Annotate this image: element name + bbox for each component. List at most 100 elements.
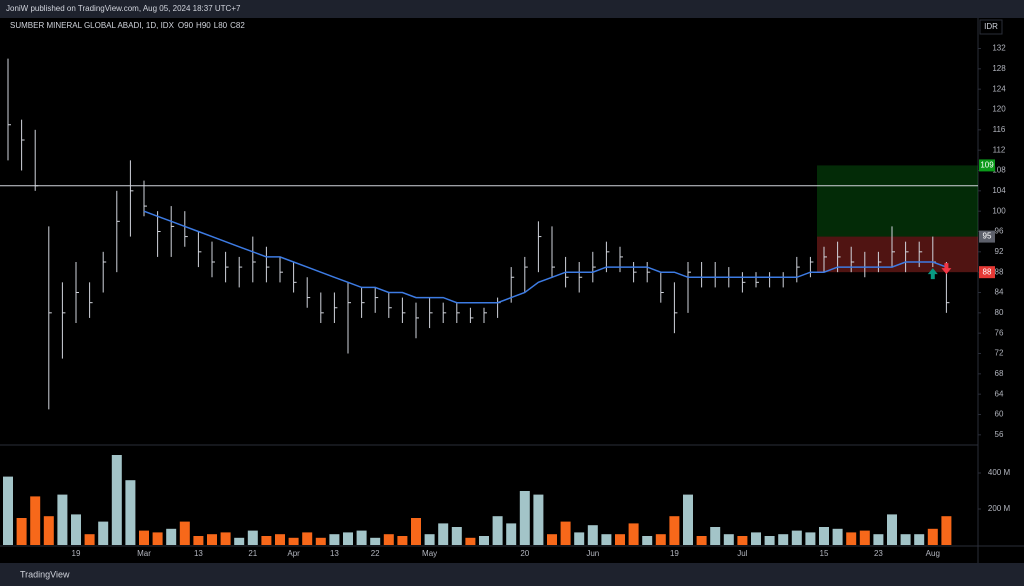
volume-bar bbox=[819, 527, 829, 545]
volume-bar bbox=[832, 528, 843, 545]
x-tick-label: 19 bbox=[72, 549, 81, 558]
volume-bar bbox=[424, 534, 435, 545]
volume-bar bbox=[152, 532, 163, 545]
y-tick-label: 120 bbox=[992, 105, 1006, 114]
price-tag bbox=[979, 159, 995, 172]
y-tick-label: 68 bbox=[995, 369, 1004, 378]
y-tick-label: 64 bbox=[995, 389, 1004, 398]
x-tick-label: 13 bbox=[330, 549, 339, 558]
sell-arrow bbox=[941, 263, 952, 275]
moving-average bbox=[143, 210, 947, 304]
y-tick-label: 76 bbox=[995, 328, 1004, 337]
volume-bar bbox=[356, 530, 367, 545]
volume-bar bbox=[846, 532, 857, 545]
x-tick-label: 20 bbox=[520, 549, 529, 558]
symbol: SUMBER MINERAL GLOBAL ABADI, 1D, IDX bbox=[10, 21, 175, 30]
volume-bar bbox=[805, 532, 816, 545]
volume-bar bbox=[315, 537, 326, 545]
volume-bar bbox=[139, 530, 149, 545]
y-tick-label: 132 bbox=[992, 44, 1006, 53]
y-tick-label: 108 bbox=[992, 166, 1006, 175]
volume-bar bbox=[574, 532, 585, 545]
volume-bar bbox=[560, 521, 571, 545]
volume-bar bbox=[166, 528, 177, 545]
price-tag bbox=[979, 230, 995, 243]
volume-bar bbox=[438, 523, 449, 545]
volume-bar bbox=[519, 491, 530, 545]
volume-bar bbox=[628, 523, 639, 545]
x-tick-label: 22 bbox=[371, 549, 380, 558]
brand: TradingView bbox=[20, 569, 70, 579]
x-tick-label: 15 bbox=[820, 549, 829, 558]
volume-bar bbox=[288, 537, 299, 545]
volume-bar bbox=[533, 494, 544, 545]
volume-bar bbox=[927, 528, 938, 545]
volume-bar bbox=[710, 527, 721, 545]
y-tick-label: 72 bbox=[995, 349, 1004, 358]
volume-bar bbox=[778, 534, 789, 545]
volume-bar bbox=[547, 534, 557, 545]
legend: SUMBER MINERAL GLOBAL ABADI, 1D, IDX O90 H… bbox=[10, 21, 245, 30]
volume-bar bbox=[247, 530, 258, 545]
x-tick-label: Apr bbox=[287, 549, 300, 558]
volume-bar bbox=[764, 536, 775, 545]
volume-bar bbox=[397, 536, 408, 545]
y-tick-label: 96 bbox=[995, 227, 1004, 236]
volume-bar bbox=[383, 534, 394, 545]
x-tick-label: Jun bbox=[586, 549, 599, 558]
price-tag-label: 88 bbox=[983, 267, 992, 276]
legend-key: C bbox=[230, 21, 236, 30]
legend-value: 82 bbox=[236, 21, 245, 30]
x-tick-label: 19 bbox=[670, 549, 679, 558]
volume-bar bbox=[655, 534, 666, 545]
volume-bar bbox=[302, 532, 313, 545]
volume-bar bbox=[179, 521, 190, 545]
x-tick-label: Mar bbox=[137, 549, 151, 558]
y-tick-label: 88 bbox=[995, 267, 1004, 276]
volume-bar bbox=[84, 534, 95, 545]
legend-value: 90 bbox=[202, 21, 211, 30]
price-tag-label: 109 bbox=[980, 161, 994, 170]
volume-bar bbox=[261, 536, 272, 545]
y-tick-label: 128 bbox=[992, 64, 1006, 73]
volume-bar bbox=[859, 530, 870, 545]
volume-bar bbox=[465, 537, 476, 545]
x-tick-label: 21 bbox=[248, 549, 257, 558]
volume-bar bbox=[696, 536, 707, 545]
volume-bar bbox=[16, 518, 27, 545]
volume-bar bbox=[601, 534, 612, 545]
price-tag bbox=[979, 266, 995, 279]
volume-bar bbox=[370, 537, 381, 545]
y-tick-label: 84 bbox=[995, 288, 1004, 297]
y-tick-label: 104 bbox=[992, 186, 1006, 195]
volume-bar bbox=[411, 518, 421, 545]
y-tick-label: 60 bbox=[995, 410, 1004, 419]
volume-bar bbox=[220, 532, 231, 545]
volume-bar bbox=[642, 536, 653, 545]
y-tick-label: 124 bbox=[992, 84, 1006, 93]
x-tick-label: 23 bbox=[874, 549, 883, 558]
legend-key: H bbox=[196, 21, 202, 30]
x-tick-label: May bbox=[422, 549, 437, 558]
volume-bar bbox=[451, 527, 462, 545]
volume-bar bbox=[873, 534, 884, 545]
volume-bar bbox=[98, 521, 109, 545]
y-tick-label: 56 bbox=[995, 430, 1004, 439]
x-tick-label: Aug bbox=[926, 549, 940, 558]
volume-bar bbox=[125, 480, 136, 545]
y-tick-label: 112 bbox=[993, 145, 1006, 154]
volume-bar bbox=[751, 532, 761, 545]
volume-bar bbox=[587, 525, 598, 545]
y-tick-label: 100 bbox=[992, 206, 1006, 215]
volume-bar bbox=[234, 537, 245, 545]
volume-bar bbox=[207, 534, 217, 545]
volume-bar bbox=[791, 530, 802, 545]
volume-tick-label: 400 M bbox=[988, 468, 1011, 477]
volume-tick-label: 200 M bbox=[988, 504, 1011, 513]
x-tick-label: Jul bbox=[737, 549, 747, 558]
top-bar bbox=[0, 0, 1024, 18]
volume-bar bbox=[479, 536, 489, 545]
y-tick-label: 116 bbox=[993, 125, 1006, 134]
legend-value: 90 bbox=[184, 21, 193, 30]
